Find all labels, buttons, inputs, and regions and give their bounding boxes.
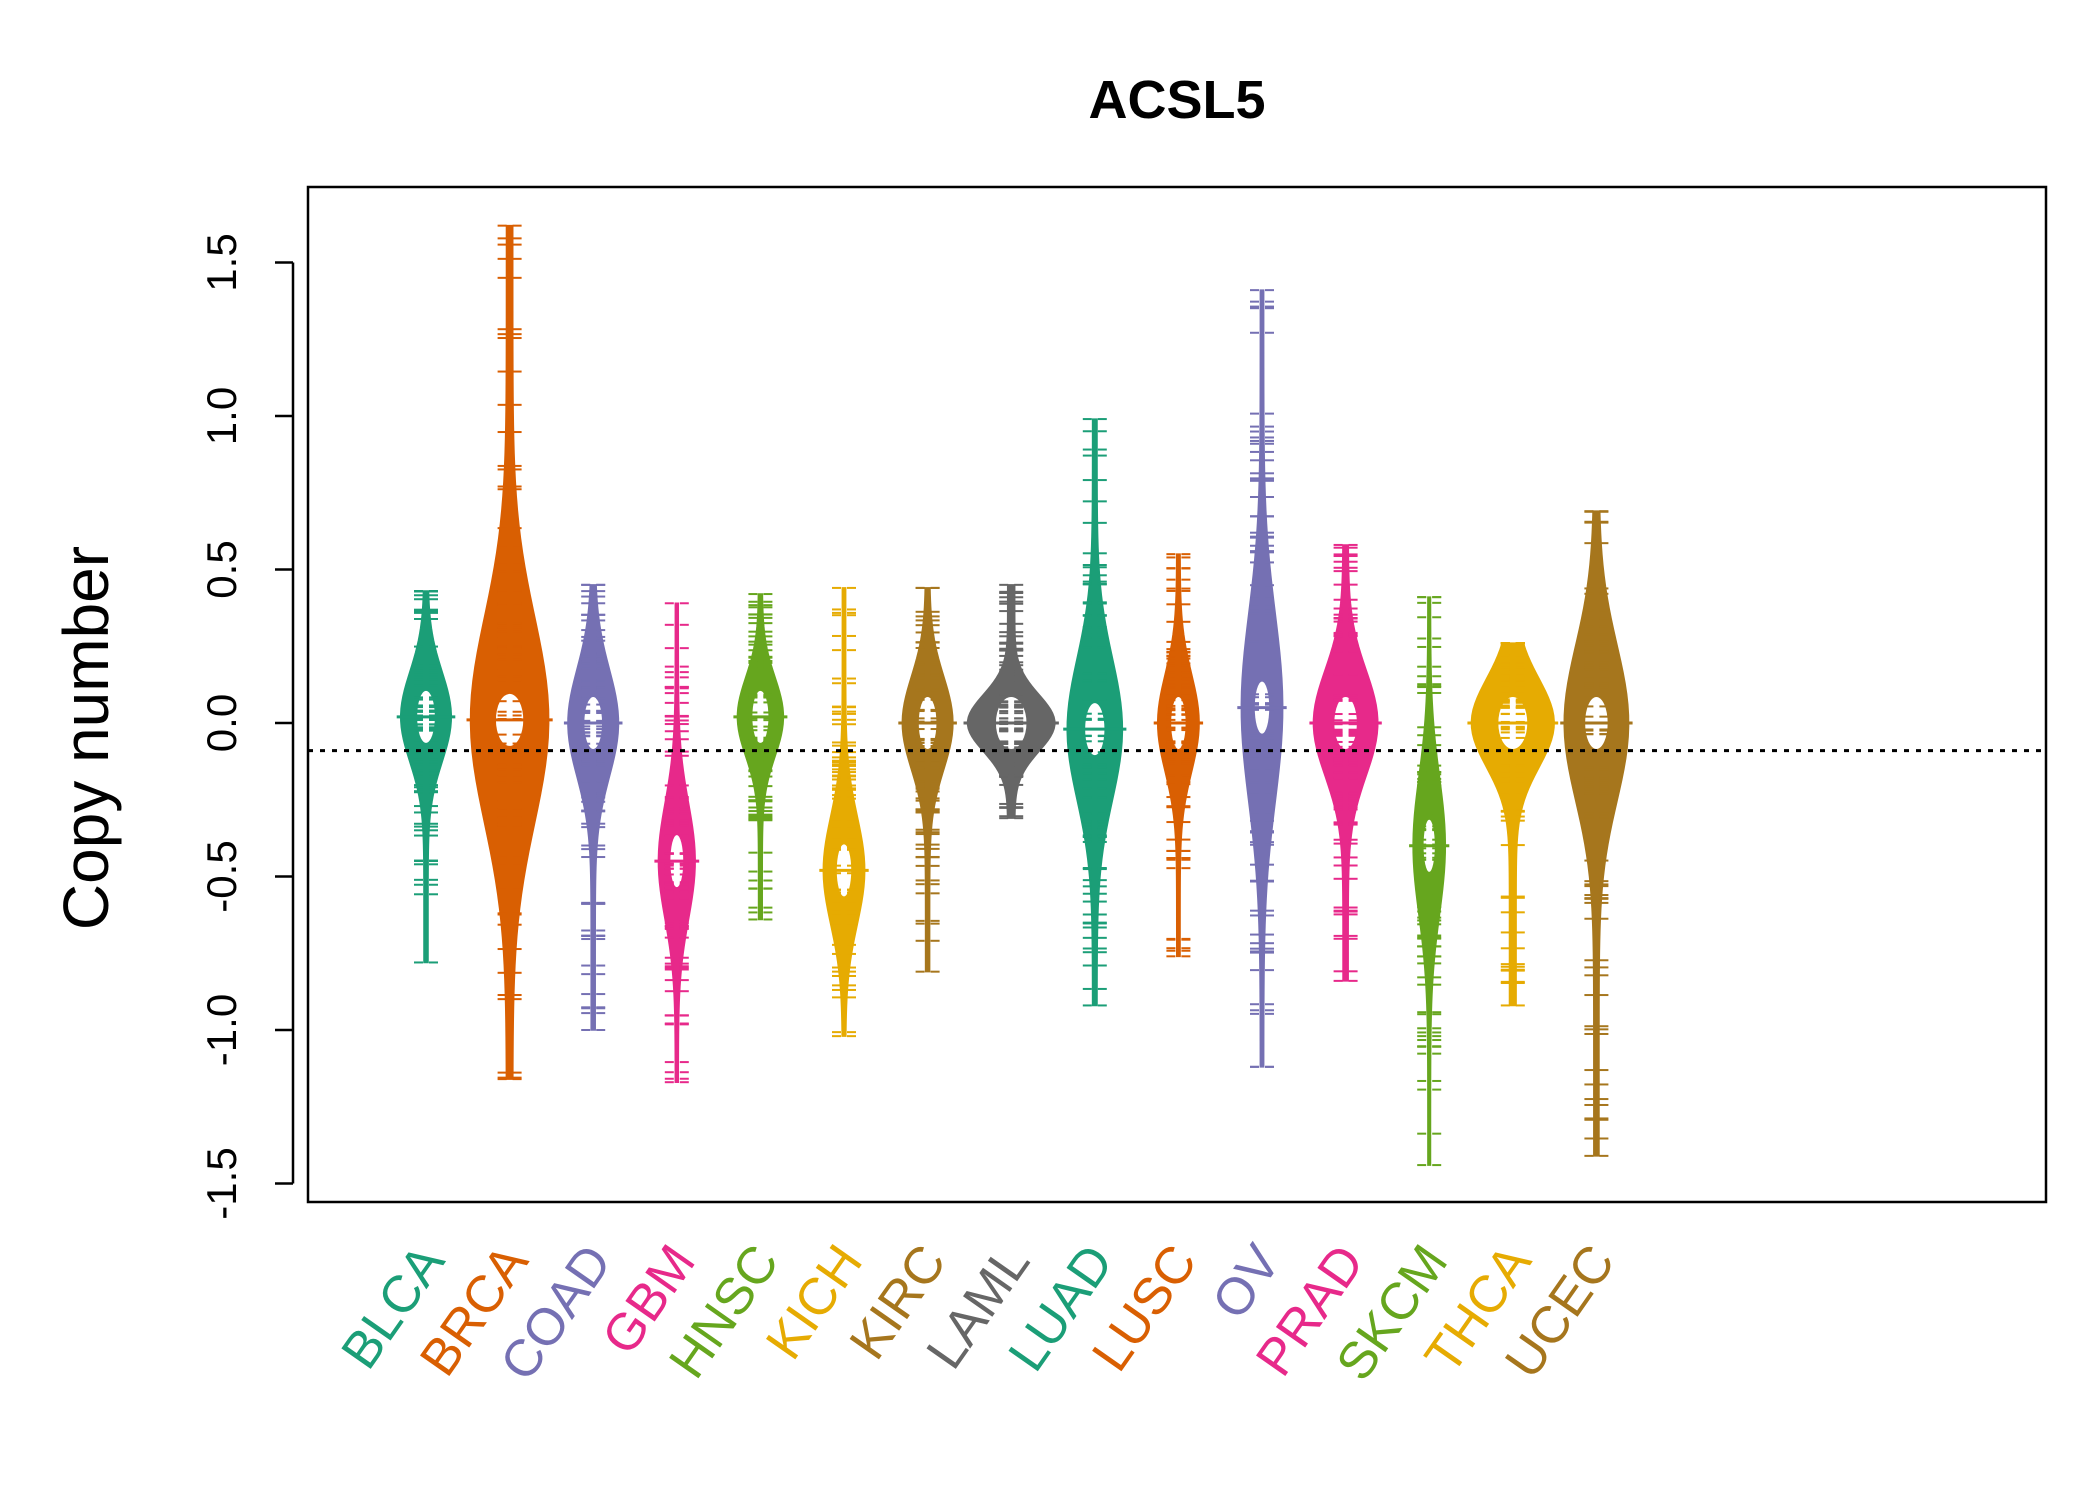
chart-title: ACSL5 [1088,70,1265,130]
y-axis-title: Copy number [50,546,122,930]
bean-density [399,590,453,964]
bean-density [1563,510,1630,1157]
bean-density [567,584,620,1031]
y-tick-label: 1.0 [198,387,245,445]
bean-lusc [1153,553,1204,958]
bean-coad [563,583,623,1031]
y-tick-label: 0.5 [198,540,245,598]
y-tick-label: 1.5 [198,233,245,291]
bean-density [901,587,954,973]
bean-brca [466,224,553,1081]
bean-density [736,593,785,921]
y-tick-label: 0.0 [198,694,245,752]
bean-luad [1063,418,1127,1007]
bean-thca [1467,642,1559,1007]
bean-blca [396,589,456,964]
bean-laml [963,583,1059,820]
y-axis: -1.5 -1.0 -0.5 0.0 0.5 1.0 1.5 [198,233,295,1220]
y-tick-label: -1.5 [198,1147,245,1219]
y-tick-label: -1.0 [198,994,245,1066]
plot-frame [306,185,2048,1204]
bean-density [1240,289,1284,1068]
bean-hnsc [733,593,788,921]
bean-ucec [1560,510,1633,1157]
bean-density [1412,596,1447,1166]
x-axis-labels: BLCABRCACOADGBMHNSCKICHKIRCLAMLLUADLUSCO… [331,1234,1627,1391]
bean-density [469,224,550,1080]
y-tick-label: -0.5 [198,840,245,912]
bean-prad [1309,543,1382,982]
bean-density [822,587,866,1037]
bean-kirc [898,586,957,973]
bean-density [1312,544,1379,982]
bean-density [1156,553,1200,958]
bean-ov [1237,289,1287,1068]
bean-kich [819,586,869,1038]
beans-layer [396,224,1633,1167]
bean-skcm [1409,596,1450,1167]
bean-gbm [654,602,700,1084]
